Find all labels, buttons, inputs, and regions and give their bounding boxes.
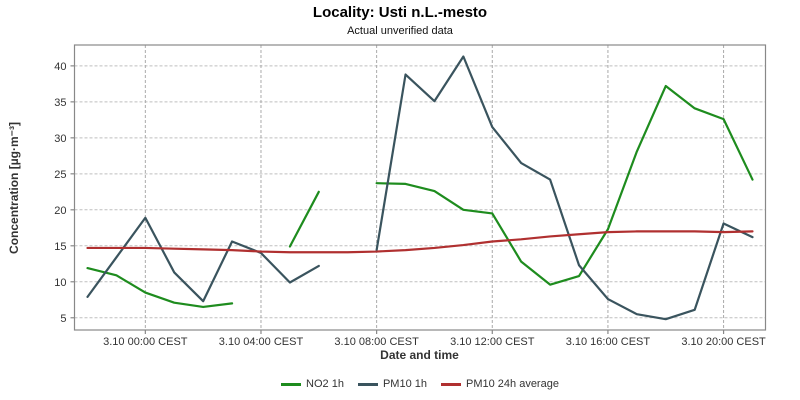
x-tick-label: 3.10 08:00 CEST: [334, 336, 419, 348]
y-tick-label: 20: [54, 205, 66, 217]
x-tick-label: 3.10 12:00 CEST: [450, 336, 535, 348]
chart-title: Locality: Usti n.L.-mesto: [312, 4, 488, 21]
y-tick-label: 35: [54, 97, 66, 109]
chart-legend: NO2 1h PM10 1h PM10 24h average: [0, 378, 800, 390]
legend-label-no2-1h: NO2 1h: [306, 378, 344, 390]
y-tick-label: 40: [54, 61, 66, 73]
legend-swatch-pm10-24h: [441, 382, 461, 386]
legend-swatch-pm10-1h: [357, 382, 378, 386]
series-line-no2-1h: [375, 84, 754, 286]
series-line-pm10-24h-average: [86, 230, 754, 254]
y-tick-label: 10: [54, 277, 66, 289]
series-line-pm10-1h: [86, 216, 320, 303]
x-tick-label: 3.10 16:00 CEST: [566, 336, 651, 348]
y-tick-label: 30: [54, 133, 66, 145]
chart-subtitle: Actual unverified data: [347, 25, 453, 37]
x-tick-label: 3.10 20:00 CEST: [681, 336, 766, 348]
x-tick-label: 3.10 04:00 CEST: [219, 336, 304, 348]
legend-item-no2-1h: NO2 1h: [281, 378, 344, 390]
legend-item-pm10-1h: PM10 1h: [357, 378, 427, 390]
x-axis-title: Date and time: [380, 348, 459, 362]
series-line-no2-1h: [86, 267, 234, 309]
y-tick-label: 5: [60, 313, 66, 325]
legend-label-pm10-1h: PM10 1h: [382, 378, 427, 390]
y-tick-label: 15: [54, 241, 66, 253]
series-line-no2-1h: [288, 190, 320, 248]
plot-border: [73, 44, 767, 331]
series-line-pm10-1h: [375, 55, 754, 321]
legend-swatch-no2-1h: [281, 382, 302, 386]
y-tick-label: 25: [54, 169, 66, 181]
legend-item-pm10-24h: PM10 24h average: [441, 378, 559, 390]
legend-label-pm10-24h: PM10 24h average: [466, 378, 559, 390]
x-tick-label: 3.10 00:00 CEST: [103, 336, 188, 348]
